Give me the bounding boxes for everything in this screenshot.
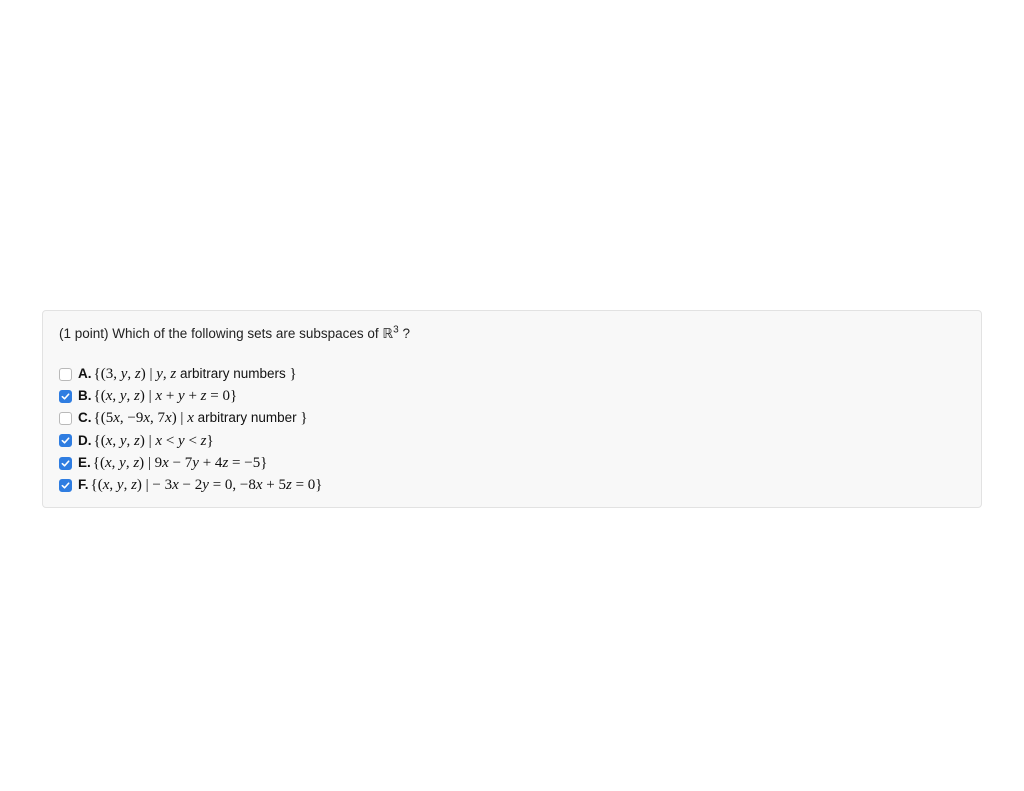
- option-checkbox[interactable]: [59, 479, 72, 492]
- prompt-text-after: ?: [399, 326, 410, 341]
- option-expression: {(x, y, z) | − 3x − 2y = 0, −8x + 5z = 0…: [91, 475, 323, 495]
- check-icon: [61, 481, 70, 490]
- option-row: F. {(x, y, z) | − 3x − 2y = 0, −8x + 5z …: [59, 475, 965, 495]
- option-letter: D.: [78, 432, 92, 450]
- option-checkbox[interactable]: [59, 390, 72, 403]
- points-label: (1 point): [59, 326, 112, 341]
- option-row: D. {(x, y, z) | x < y < z}: [59, 431, 965, 451]
- check-icon: [61, 392, 70, 401]
- option-row: C. {(5x, −9x, 7x) | x arbitrary number }: [59, 408, 965, 428]
- options-list: A. {(3, y, z) | y, z arbitrary numbers }…: [59, 364, 965, 496]
- option-checkbox[interactable]: [59, 457, 72, 470]
- option-row: B. {(x, y, z) | x + y + z = 0}: [59, 386, 965, 406]
- option-row: A. {(3, y, z) | y, z arbitrary numbers }: [59, 364, 965, 384]
- option-expression: {(3, y, z) | y, z arbitrary numbers }: [94, 364, 297, 384]
- option-letter: C.: [78, 409, 92, 427]
- question-panel: (1 point) Which of the following sets ar…: [42, 310, 982, 508]
- option-expression: {(x, y, z) | x + y + z = 0}: [94, 386, 238, 406]
- option-checkbox[interactable]: [59, 368, 72, 381]
- prompt-text-before: Which of the following sets are subspace…: [112, 326, 382, 341]
- option-expression: {(x, y, z) | x < y < z}: [94, 431, 214, 451]
- option-letter: E.: [78, 454, 91, 472]
- option-letter: F.: [78, 476, 89, 494]
- check-icon: [61, 436, 70, 445]
- option-checkbox[interactable]: [59, 434, 72, 447]
- option-letter: B.: [78, 387, 92, 405]
- real-symbol: ℝ: [382, 326, 393, 341]
- option-checkbox[interactable]: [59, 412, 72, 425]
- check-icon: [61, 459, 70, 468]
- option-row: E. {(x, y, z) | 9x − 7y + 4z = −5}: [59, 453, 965, 473]
- option-expression: {(x, y, z) | 9x − 7y + 4z = −5}: [93, 453, 268, 473]
- option-expression: {(5x, −9x, 7x) | x arbitrary number }: [94, 408, 308, 428]
- option-letter: A.: [78, 365, 92, 383]
- question-prompt: (1 point) Which of the following sets ar…: [59, 325, 965, 344]
